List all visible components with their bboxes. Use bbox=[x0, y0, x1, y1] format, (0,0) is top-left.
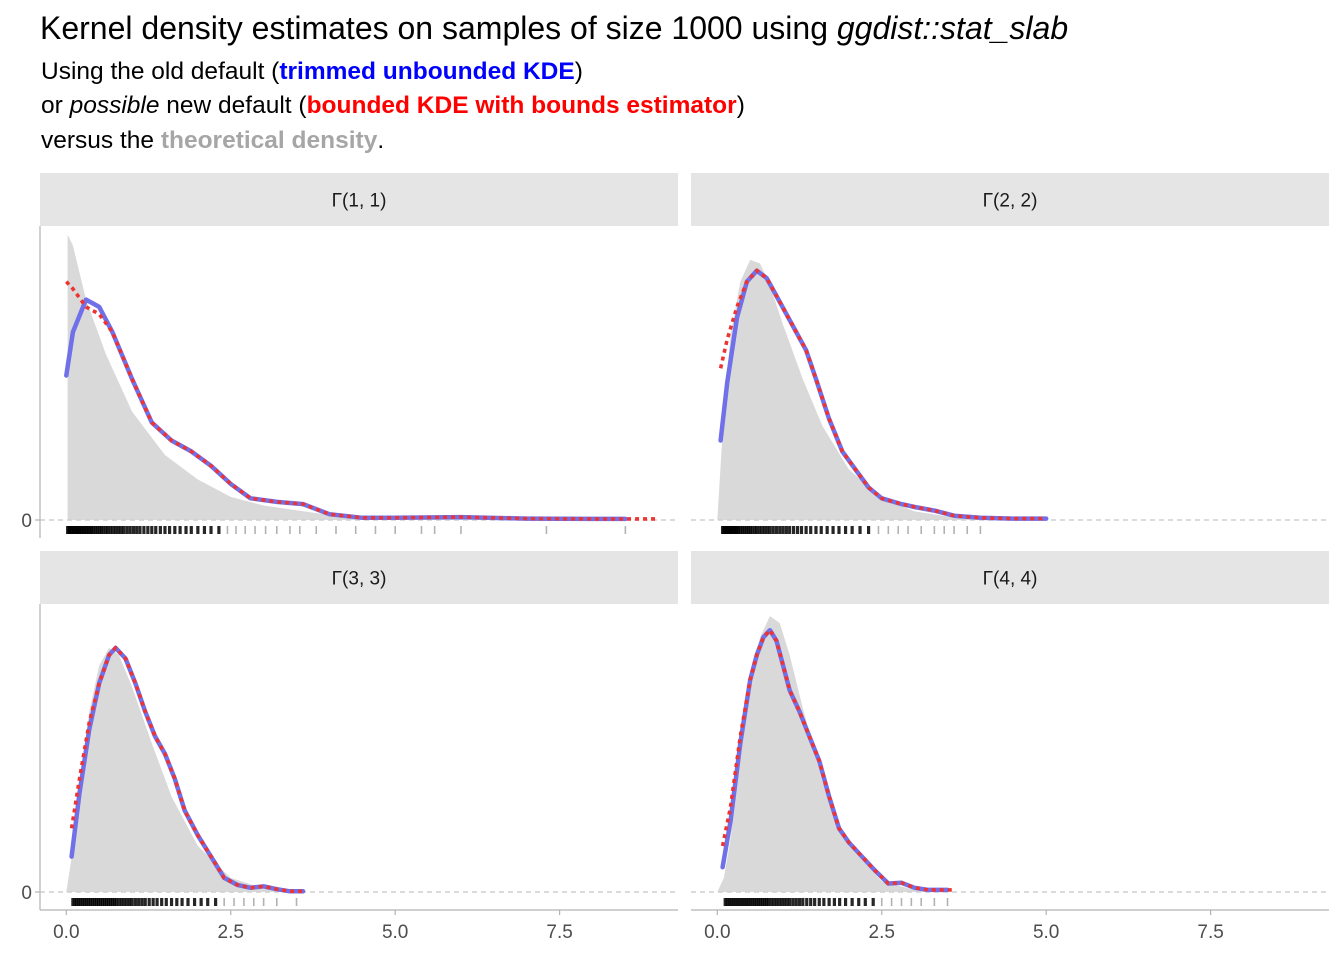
panel-3-x-tick-label: 5.0 bbox=[382, 922, 408, 943]
panel-4-unbounded-kde-line bbox=[720, 627, 950, 893]
panel-1-rug bbox=[66, 526, 627, 534]
panel-2-strip-label: Γ(2, 2) bbox=[983, 191, 1038, 212]
panel-4-x-tick-label: 2.5 bbox=[869, 922, 895, 943]
panel-1-unbounded-kde-line bbox=[64, 297, 628, 522]
panel-3: Γ(3, 3) 0 0.0 2.5 5.0 7.5 bbox=[21, 551, 678, 943]
subtitle-2-middle: new default ( bbox=[159, 92, 307, 119]
subtitle-3-suffix: . bbox=[377, 127, 385, 154]
panel-1-theoretical-area bbox=[67, 234, 626, 521]
subtitle-2-emphasis: possible bbox=[69, 92, 160, 119]
subtitle-unbounded-label: trimmed unbounded KDE bbox=[279, 58, 575, 85]
panel-3-x-tick-label: 0.0 bbox=[53, 922, 79, 943]
subtitle-theoretical-label: theoretical density bbox=[160, 127, 378, 154]
panel-3-bounded-kde-line bbox=[69, 645, 304, 894]
panel-2-rug bbox=[720, 526, 982, 534]
panel-4-rug bbox=[723, 898, 949, 906]
panel-4: Γ(4, 4) 0.0 2.5 5.0 7.5 bbox=[691, 551, 1329, 943]
subtitle-bounded-label: bounded KDE with bounds estimator bbox=[306, 92, 737, 119]
panel-3-x-tick-label: 7.5 bbox=[546, 922, 572, 943]
panel-4-x-tick-label: 0.0 bbox=[704, 922, 730, 943]
panel-4-bounded-kde-line bbox=[720, 627, 955, 892]
subtitle-2-suffix: ) bbox=[736, 92, 745, 119]
subtitle-1-suffix: ) bbox=[574, 58, 583, 85]
panel-3-theoretical-area bbox=[66, 647, 297, 892]
title-prefix: Kernel density estimates on samples of s… bbox=[40, 10, 837, 46]
panel-3-rug bbox=[71, 898, 298, 906]
panel-1-strip-label: Γ(1, 1) bbox=[332, 191, 387, 212]
chart-title: Kernel density estimates on samples of s… bbox=[40, 10, 1068, 47]
panel-2-strip bbox=[691, 173, 1329, 226]
panel-1: Γ(1, 1) 0 bbox=[21, 173, 678, 538]
panel-3-strip bbox=[40, 551, 678, 604]
panel-4-strip-label: Γ(4, 4) bbox=[983, 569, 1038, 590]
subtitle-line-3: versus the theoretical density. bbox=[41, 127, 384, 155]
panel-2-unbounded-kde-line bbox=[718, 268, 1049, 521]
panel-3-y-tick-label: 0 bbox=[21, 883, 32, 904]
panel-2-bounded-kde-line bbox=[718, 268, 1047, 521]
panel-3-x-tick-label: 2.5 bbox=[218, 922, 244, 943]
panel-1-strip bbox=[40, 173, 678, 226]
subtitle-2-prefix: or bbox=[41, 92, 70, 119]
subtitle-line-2: or possible new default (bounded KDE wit… bbox=[41, 92, 745, 120]
panel-4-x-tick-label: 5.0 bbox=[1033, 922, 1059, 943]
panel-2-theoretical-area bbox=[717, 259, 1047, 520]
panel-4-theoretical-area bbox=[717, 616, 948, 892]
panel-1-y-tick-label: 0 bbox=[21, 511, 32, 532]
subtitle-line-1: Using the old default (trimmed unbounded… bbox=[41, 58, 583, 86]
panel-1-bounded-kde-line bbox=[64, 280, 659, 521]
panel-4-strip bbox=[691, 551, 1329, 604]
title-emphasis: ggdist::stat_slab bbox=[836, 10, 1069, 46]
subtitle-3-prefix: versus the bbox=[41, 127, 161, 154]
panel-2: Γ(2, 2) bbox=[691, 173, 1329, 534]
panel-3-unbounded-kde-line bbox=[69, 645, 306, 894]
panel-3-strip-label: Γ(3, 3) bbox=[332, 569, 387, 590]
panel-4-x-tick-label: 7.5 bbox=[1197, 922, 1223, 943]
subtitle-1-prefix: Using the old default ( bbox=[41, 58, 280, 85]
